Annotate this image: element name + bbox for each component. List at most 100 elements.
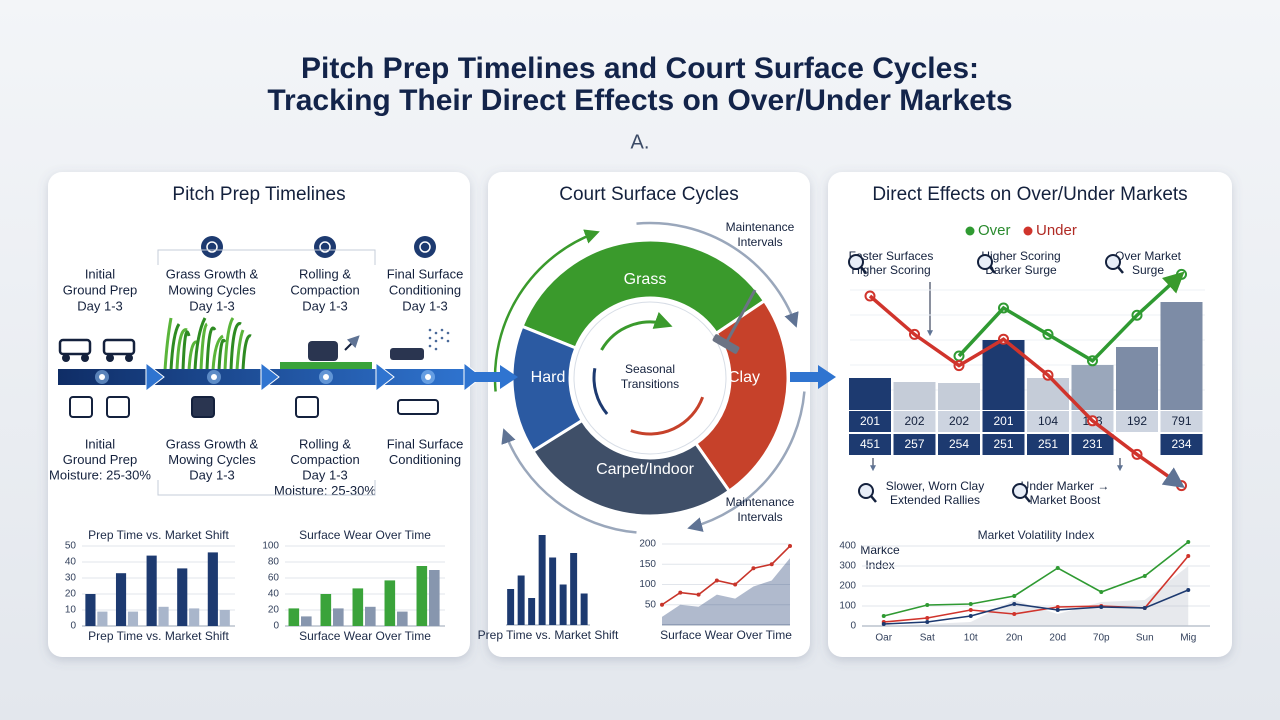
- x-tick-label: Sun: [1136, 633, 1154, 644]
- spray: [440, 328, 444, 332]
- wheel: [62, 354, 70, 362]
- glow-dot: [323, 374, 329, 380]
- y-tick-label: 40: [268, 589, 280, 600]
- bar: [1160, 302, 1203, 410]
- step-icon-inner: [419, 241, 431, 253]
- step-label: Conditioning: [389, 282, 461, 297]
- y-tick-label: 200: [839, 581, 856, 592]
- step-icon: [414, 236, 436, 258]
- point: [1012, 594, 1017, 598]
- connector: [790, 372, 820, 382]
- center-disc: [573, 301, 727, 455]
- table-cell: [1027, 434, 1069, 455]
- area: [662, 558, 790, 625]
- bar: [146, 555, 157, 626]
- annotation: Over Market: [1115, 249, 1182, 263]
- table-cell: [982, 411, 1025, 432]
- table-value: 791: [1171, 414, 1191, 428]
- point: [968, 614, 973, 618]
- area: [883, 566, 1189, 626]
- table-cell: [938, 434, 980, 455]
- y-tick-label: 20: [268, 605, 280, 616]
- grass-blade: [199, 322, 209, 371]
- segment-label: Hard: [531, 369, 566, 386]
- table-cell: [1116, 411, 1158, 432]
- cycle-arrow: [592, 368, 609, 415]
- table-cell: [1160, 434, 1203, 455]
- magnifier-handle: [870, 495, 877, 503]
- connector: [472, 372, 502, 382]
- rake-head: [712, 334, 740, 354]
- point: [1142, 574, 1147, 578]
- chart-title: Surface Wear Over Time: [299, 528, 431, 542]
- bracket: [157, 480, 376, 496]
- step-label: Day 1-3: [302, 467, 348, 482]
- step-icon-inner: [206, 241, 218, 253]
- subtitle: A.: [631, 131, 650, 153]
- step-icon: [314, 236, 336, 258]
- table-cell: [1027, 411, 1069, 432]
- arrow: [344, 335, 360, 351]
- panel-title: Pitch Prep Timelines: [172, 184, 345, 205]
- y-axis-label: Index: [865, 558, 894, 572]
- panel-title: Direct Effects on Over/Under Markets: [872, 184, 1187, 205]
- bracket: [157, 249, 376, 265]
- flow-arrowhead: [145, 361, 165, 393]
- step-label: Final Surface: [387, 436, 464, 451]
- spray: [434, 339, 438, 343]
- market-line: [868, 294, 1185, 489]
- bar: [1071, 365, 1114, 410]
- note: Maintenance: [726, 495, 795, 509]
- annotation: Higher Scoring: [851, 263, 930, 277]
- magnifier-handle: [860, 266, 867, 274]
- bar: [538, 535, 546, 625]
- annotation: Darker Surge: [985, 263, 1057, 277]
- step-label: Rolling &: [299, 266, 351, 281]
- y-tick-label: 0: [850, 621, 856, 632]
- table-value: 451: [860, 437, 880, 451]
- x-tick-label: 10t: [964, 633, 978, 644]
- brush-icon: [390, 348, 424, 360]
- point: [733, 582, 738, 587]
- annotation: Market Boost: [1030, 493, 1101, 507]
- chart-caption: Surface Wear Over Time: [299, 629, 431, 643]
- y-tick-label: 0: [273, 621, 279, 632]
- chart-caption: Prep Time vs. Market Shift: [478, 628, 619, 642]
- y-tick-label: 150: [639, 559, 656, 570]
- chart-title: Market Volatility Index: [978, 528, 1095, 542]
- y-tick-label: 40: [65, 557, 77, 568]
- bar: [301, 616, 312, 626]
- x-tick-label: 20d: [1049, 633, 1066, 644]
- title: Tracking Their Direct Effects on Over/Un…: [267, 84, 1012, 117]
- point: [678, 590, 683, 595]
- point: [1186, 540, 1191, 544]
- x-tick-label: Sat: [920, 633, 935, 644]
- table-cell: [982, 434, 1025, 455]
- step-label: Grass Growth &: [166, 266, 259, 281]
- table-cell: [849, 411, 891, 432]
- point: [1142, 606, 1147, 610]
- y-tick-label: 50: [65, 541, 77, 552]
- step-label: Initial: [85, 266, 115, 281]
- step-label: Compaction: [290, 282, 359, 297]
- step-label: Day 1-3: [302, 298, 348, 313]
- table-value: 234: [1171, 437, 1191, 451]
- magnifier: [1012, 483, 1028, 499]
- magnifier: [977, 254, 993, 270]
- table-value: 254: [949, 437, 969, 451]
- point: [881, 614, 886, 618]
- bar: [849, 378, 891, 410]
- connector-head: [500, 365, 518, 389]
- line: [661, 545, 791, 606]
- bar: [517, 575, 525, 625]
- glow-dot: [425, 374, 431, 380]
- step-label: Rolling &: [299, 436, 351, 451]
- bar: [365, 606, 376, 626]
- table-cell: [1160, 411, 1203, 432]
- segment-label: Clay: [728, 369, 760, 386]
- annotation: Surge: [1132, 263, 1164, 277]
- bar: [127, 611, 139, 626]
- grass-blade: [193, 317, 207, 371]
- point: [751, 566, 756, 571]
- glow-dot: [99, 374, 105, 380]
